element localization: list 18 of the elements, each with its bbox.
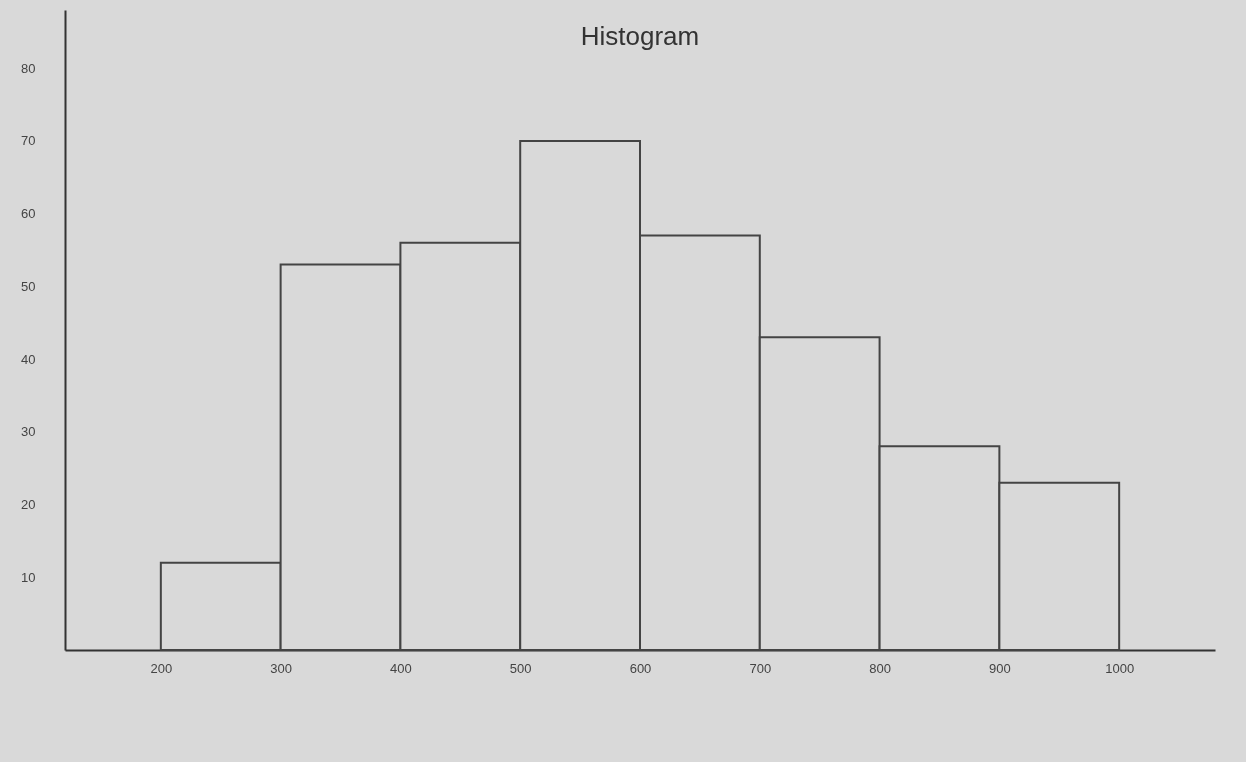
- x-tick-label: 900: [989, 660, 1011, 676]
- y-tick-label: 80: [21, 60, 36, 76]
- y-tick-label: 60: [21, 206, 36, 222]
- x-tick-label: 300: [270, 660, 292, 676]
- y-tick-label: 10: [21, 569, 36, 585]
- y-tick-label: 50: [21, 278, 36, 294]
- x-tick-label: 600: [629, 660, 652, 676]
- chart-title: Histogram: [580, 21, 700, 51]
- x-tick-label: 500: [509, 660, 532, 676]
- x-tick-label: 1000: [1105, 660, 1135, 676]
- x-tick-label: 200: [150, 660, 173, 676]
- x-tick-label: 800: [869, 660, 891, 676]
- y-tick-label: 70: [21, 133, 36, 149]
- y-tick-label: 40: [21, 351, 36, 367]
- y-tick-label: 20: [21, 497, 36, 513]
- x-tick-label: 700: [749, 660, 772, 676]
- x-tick-label: 400: [390, 660, 412, 676]
- y-tick-label: 30: [21, 424, 36, 440]
